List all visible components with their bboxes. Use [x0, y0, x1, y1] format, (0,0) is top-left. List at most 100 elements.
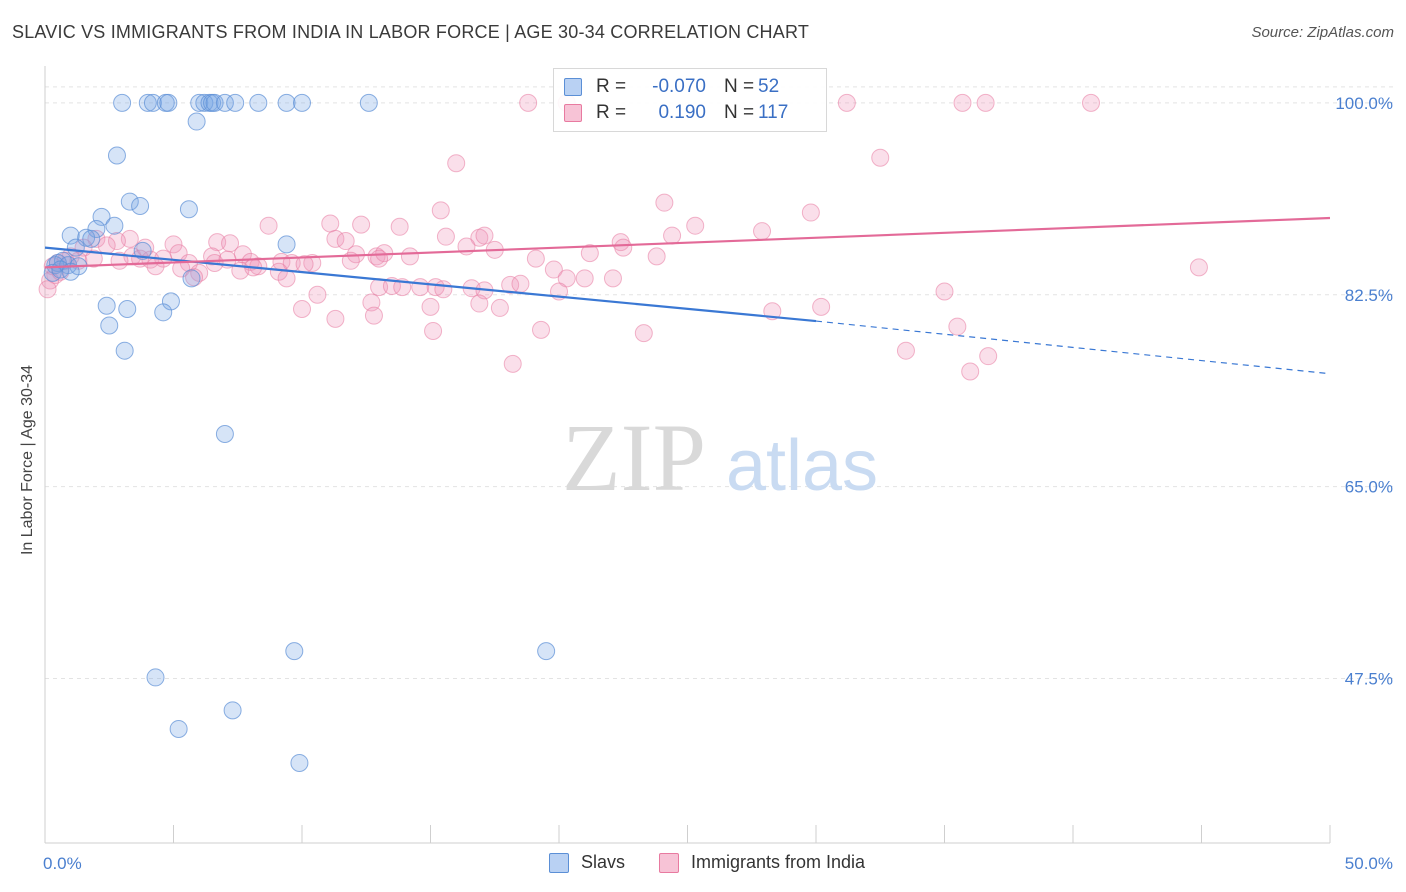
india-point [390, 217, 409, 236]
india-point [326, 309, 345, 328]
india-point [544, 260, 563, 279]
india-point [603, 269, 622, 288]
legend-item-slavs[interactable]: Slavs [549, 852, 625, 873]
india-point [557, 269, 576, 288]
india-point [164, 235, 183, 254]
slavs-point [105, 216, 124, 235]
india-point [655, 193, 674, 212]
correlation-legend: R = -0.070 N = 52 R = 0.190 N = 117 [553, 68, 827, 132]
x-tick-label: 0.0% [43, 854, 82, 873]
india-point [208, 233, 227, 252]
y-tick-label: 47.5% [1345, 670, 1393, 689]
india-point [362, 293, 381, 312]
india-point [948, 317, 967, 336]
slavs-point [61, 226, 80, 245]
india-legend-swatch [659, 852, 679, 873]
y-tick-label: 100.0% [1335, 94, 1393, 113]
slavs-point [154, 303, 173, 322]
india-point [411, 278, 430, 297]
india-point [753, 222, 772, 241]
slavs-point [179, 200, 198, 219]
slavs-point [285, 642, 304, 661]
india-point [812, 297, 831, 316]
india-point [519, 93, 538, 112]
india-point [84, 249, 103, 268]
slavs-point [223, 701, 242, 720]
slavs-trend-line [44, 246, 817, 323]
india-point [107, 232, 126, 251]
slavs-point [143, 93, 162, 112]
slavs-point [66, 238, 85, 257]
slavs-point [100, 316, 119, 335]
slavs-point [277, 235, 296, 254]
series-slavs-points [43, 93, 556, 772]
y-tick-label: 65.0% [1345, 478, 1393, 497]
india-point [647, 247, 666, 266]
slavs-point [249, 93, 268, 112]
slavs-point [120, 192, 139, 211]
india-point [434, 280, 453, 299]
series-legend: Slavs Immigrants from India [0, 852, 1406, 876]
legend-row-slavs: R = -0.070 N = 52 [564, 75, 779, 99]
india-point [871, 148, 890, 167]
india-point [979, 347, 998, 366]
slavs-point [113, 93, 132, 112]
india-point [421, 297, 440, 316]
india-point [321, 214, 340, 233]
india-point [470, 294, 489, 313]
legend-item-india[interactable]: Immigrants from India [659, 852, 865, 873]
india-point [511, 274, 530, 293]
india-point [961, 362, 980, 381]
slavs-point [226, 93, 245, 112]
x-tick-label: 50.0% [1345, 854, 1393, 873]
india-point [303, 253, 322, 272]
india-point [526, 249, 545, 268]
india-point [431, 201, 450, 220]
india-point [352, 215, 371, 234]
slavs-point [107, 146, 126, 165]
india-point [614, 238, 633, 257]
slavs-point [215, 425, 234, 444]
n-value-slavs: 52 [758, 76, 780, 97]
x-tick-labels: 0.0% 50.0% [43, 854, 1393, 873]
slavs-point [187, 112, 206, 131]
india-point [259, 216, 278, 235]
india-point [308, 285, 327, 304]
r-label: R = [596, 76, 627, 97]
y-tick-label: 82.5% [1345, 286, 1393, 305]
india-point [436, 227, 455, 246]
trend-lines [44, 216, 1331, 375]
r-value-india: 0.190 [658, 102, 706, 123]
india-point [580, 244, 599, 263]
india-point [663, 226, 682, 245]
india-trend-line [44, 216, 1331, 269]
india-point [490, 298, 509, 317]
india-point [400, 247, 419, 266]
slavs-swatch [564, 78, 582, 96]
slavs-point [115, 341, 134, 360]
slavs-point [537, 642, 556, 661]
india-point [293, 300, 311, 319]
slavs-point [205, 93, 224, 112]
india-swatch [564, 104, 582, 122]
india-point [634, 324, 653, 343]
slavs-point [359, 93, 378, 112]
slavs-legend-swatch [549, 852, 569, 873]
y-tick-labels: 47.5% 65.0% 82.5% 100.0% [1335, 94, 1393, 689]
india-point [97, 236, 116, 255]
slavs-trend-extension [815, 320, 1331, 375]
grid-lines [45, 86, 1393, 680]
india-point [146, 257, 165, 276]
slavs-point [133, 241, 152, 260]
india-point [370, 249, 389, 268]
india-point [935, 282, 954, 301]
slavs-point [92, 207, 111, 226]
legend-row-india: R = 0.190 N = 117 [564, 101, 788, 125]
legend-label-india: Immigrants from India [691, 852, 866, 872]
axes [44, 66, 1331, 844]
india-point [837, 93, 856, 112]
legend-label-slavs: Slavs [581, 852, 626, 872]
india-point [953, 93, 972, 112]
slavs-point [118, 300, 137, 319]
